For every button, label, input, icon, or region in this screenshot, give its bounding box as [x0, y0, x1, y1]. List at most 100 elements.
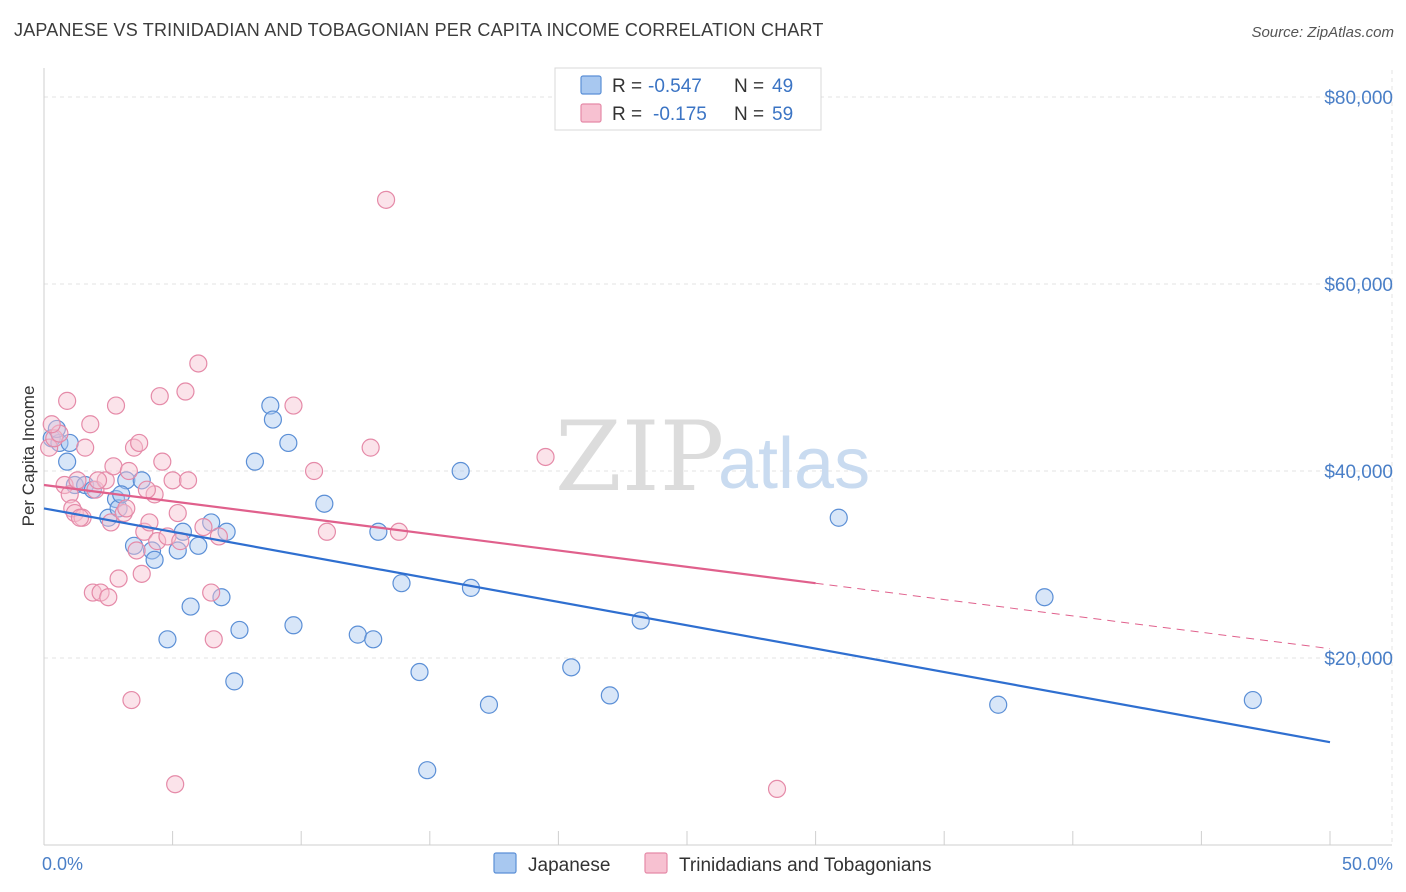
trinidadian-point-57	[127, 541, 146, 560]
trinidadian-point-22	[117, 499, 136, 518]
trinidadian-point-41	[189, 354, 208, 373]
y-tick-label-1: $60,000	[1324, 275, 1393, 296]
trinidadian-point-18	[104, 457, 123, 476]
japanese-point-38	[479, 695, 499, 714]
trinidadian-point-15	[96, 471, 115, 490]
japanese-point-45	[1243, 690, 1262, 710]
series-legend: Japanese Trinidadians and Tobagonians	[493, 852, 931, 876]
bottom-legend-label-trinidadian: Trinidadians and Tobagonians	[679, 855, 931, 876]
japanese-point-10	[132, 471, 151, 490]
trinidadian-point-56	[88, 471, 108, 490]
japanese-point-2	[58, 452, 77, 471]
trinidadian-point-32	[150, 387, 169, 406]
trinidadian-point-46	[284, 396, 303, 415]
japanese-point-18	[189, 536, 208, 555]
japanese-point-36	[451, 461, 470, 481]
japanese-point-24	[245, 452, 265, 471]
trinidadian-point-11	[81, 415, 100, 434]
correlation-legend: R = -0.547 N = 49 R = -0.175 N = 59	[554, 67, 822, 131]
series-japanese-points	[42, 396, 1262, 780]
trinidadian-point-53	[767, 779, 787, 799]
japanese-point-28	[284, 616, 303, 635]
japanese-point-22	[225, 672, 244, 691]
japanese-point-41	[631, 611, 650, 630]
axes	[43, 68, 1392, 846]
legend-swatch-japanese	[580, 75, 602, 95]
bottom-legend-label-japanese: Japanese	[528, 855, 610, 876]
legend-n-label-japanese: N =	[734, 76, 764, 97]
y-tick-label-3: $20,000	[1324, 649, 1393, 670]
japanese-point-27	[279, 433, 298, 453]
trinidadian-point-39	[176, 382, 195, 401]
y-tick-label-0: $80,000	[1324, 88, 1393, 109]
trinidadian-point-35	[163, 471, 182, 490]
japanese-point-23	[230, 620, 249, 640]
trinidadian-point-47	[304, 461, 324, 481]
trinidadian-point-0	[40, 438, 59, 457]
japanese-point-17	[181, 597, 200, 616]
trinidadian-point-26	[130, 433, 149, 453]
japanese-point-13	[145, 550, 164, 569]
trinidadian-point-55	[70, 508, 90, 527]
trinidadian-point-33	[153, 452, 172, 471]
legend-swatch-trinidadian	[580, 103, 602, 123]
japanese-point-29	[315, 494, 334, 513]
trinidadian-point-44	[204, 630, 223, 649]
legend-n-value-japanese: 49	[772, 76, 793, 97]
trinidadian-point-52	[536, 447, 555, 467]
trinidadian-point-8	[68, 471, 87, 490]
bottom-legend-swatch-japanese	[493, 852, 517, 874]
chart-title: JAPANESE VS TRINIDADIAN AND TOBAGONIAN P…	[14, 20, 824, 40]
bottom-legend-swatch-trinidadian	[644, 852, 668, 874]
trinidadian-point-4	[58, 391, 77, 410]
japanese-point-34	[410, 662, 429, 682]
japanese-point-42	[829, 508, 848, 527]
trinidadian-point-27	[132, 564, 151, 583]
japanese-point-44	[1035, 588, 1054, 607]
japanese-point-30	[348, 625, 367, 644]
series-trinidadian-points	[40, 190, 787, 799]
watermark-atlas: atlas	[718, 424, 870, 504]
trinidadian-point-45	[209, 527, 228, 546]
x-tick-label-min: 0.0%	[42, 854, 83, 874]
trinidadian-point-5	[60, 485, 79, 504]
trinidadian-point-19	[106, 396, 126, 415]
watermark: ZIP atlas	[555, 401, 870, 513]
trinidadian-point-10	[76, 438, 95, 457]
japanese-point-40	[600, 686, 619, 705]
x-tick-labels: 0.0% 50.0%	[42, 854, 1393, 874]
japanese-point-39	[562, 658, 581, 677]
japanese-point-35	[418, 761, 437, 780]
trinidadian-point-58	[137, 480, 156, 499]
trend-line-japanese	[43, 507, 1331, 744]
y-tick-labels: $80,000 $60,000 $40,000 $20,000	[1324, 88, 1393, 670]
trinidadian-point-50	[376, 190, 396, 209]
watermark-zip: ZIP	[555, 401, 724, 513]
trinidadian-point-36	[166, 775, 185, 794]
legend-r-label-trinidadian: R =	[612, 104, 642, 125]
legend-n-value-trinidadian: 59	[772, 104, 793, 125]
trend-line-trinidadian-dashed	[815, 582, 1331, 650]
trinidadian-point-37	[168, 503, 187, 523]
japanese-point-20	[212, 588, 231, 607]
trinidadian-point-2	[50, 424, 69, 443]
japanese-point-31	[364, 630, 383, 649]
trinidadian-point-54	[42, 415, 61, 434]
trinidadian-point-43	[202, 583, 221, 602]
x-tick-label-max: 50.0%	[1342, 854, 1393, 874]
japanese-point-33	[392, 574, 411, 593]
legend-r-value-japanese: -0.547	[648, 76, 702, 97]
trinidadian-point-48	[317, 522, 337, 541]
trinidadian-point-42	[194, 517, 213, 537]
trinidadian-point-20	[109, 569, 128, 588]
trend-lines	[43, 483, 1331, 744]
trinidadian-point-23	[119, 461, 138, 481]
y-tick-label-2: $40,000	[1324, 462, 1393, 483]
trend-line-trinidadian-solid	[43, 483, 816, 585]
japanese-point-14	[158, 630, 177, 649]
trinidadian-point-49	[361, 438, 380, 457]
legend-r-label-japanese: R =	[612, 76, 642, 97]
trinidadian-point-40	[178, 471, 198, 490]
source-credit: Source: ZipAtlas.com	[1251, 24, 1394, 41]
